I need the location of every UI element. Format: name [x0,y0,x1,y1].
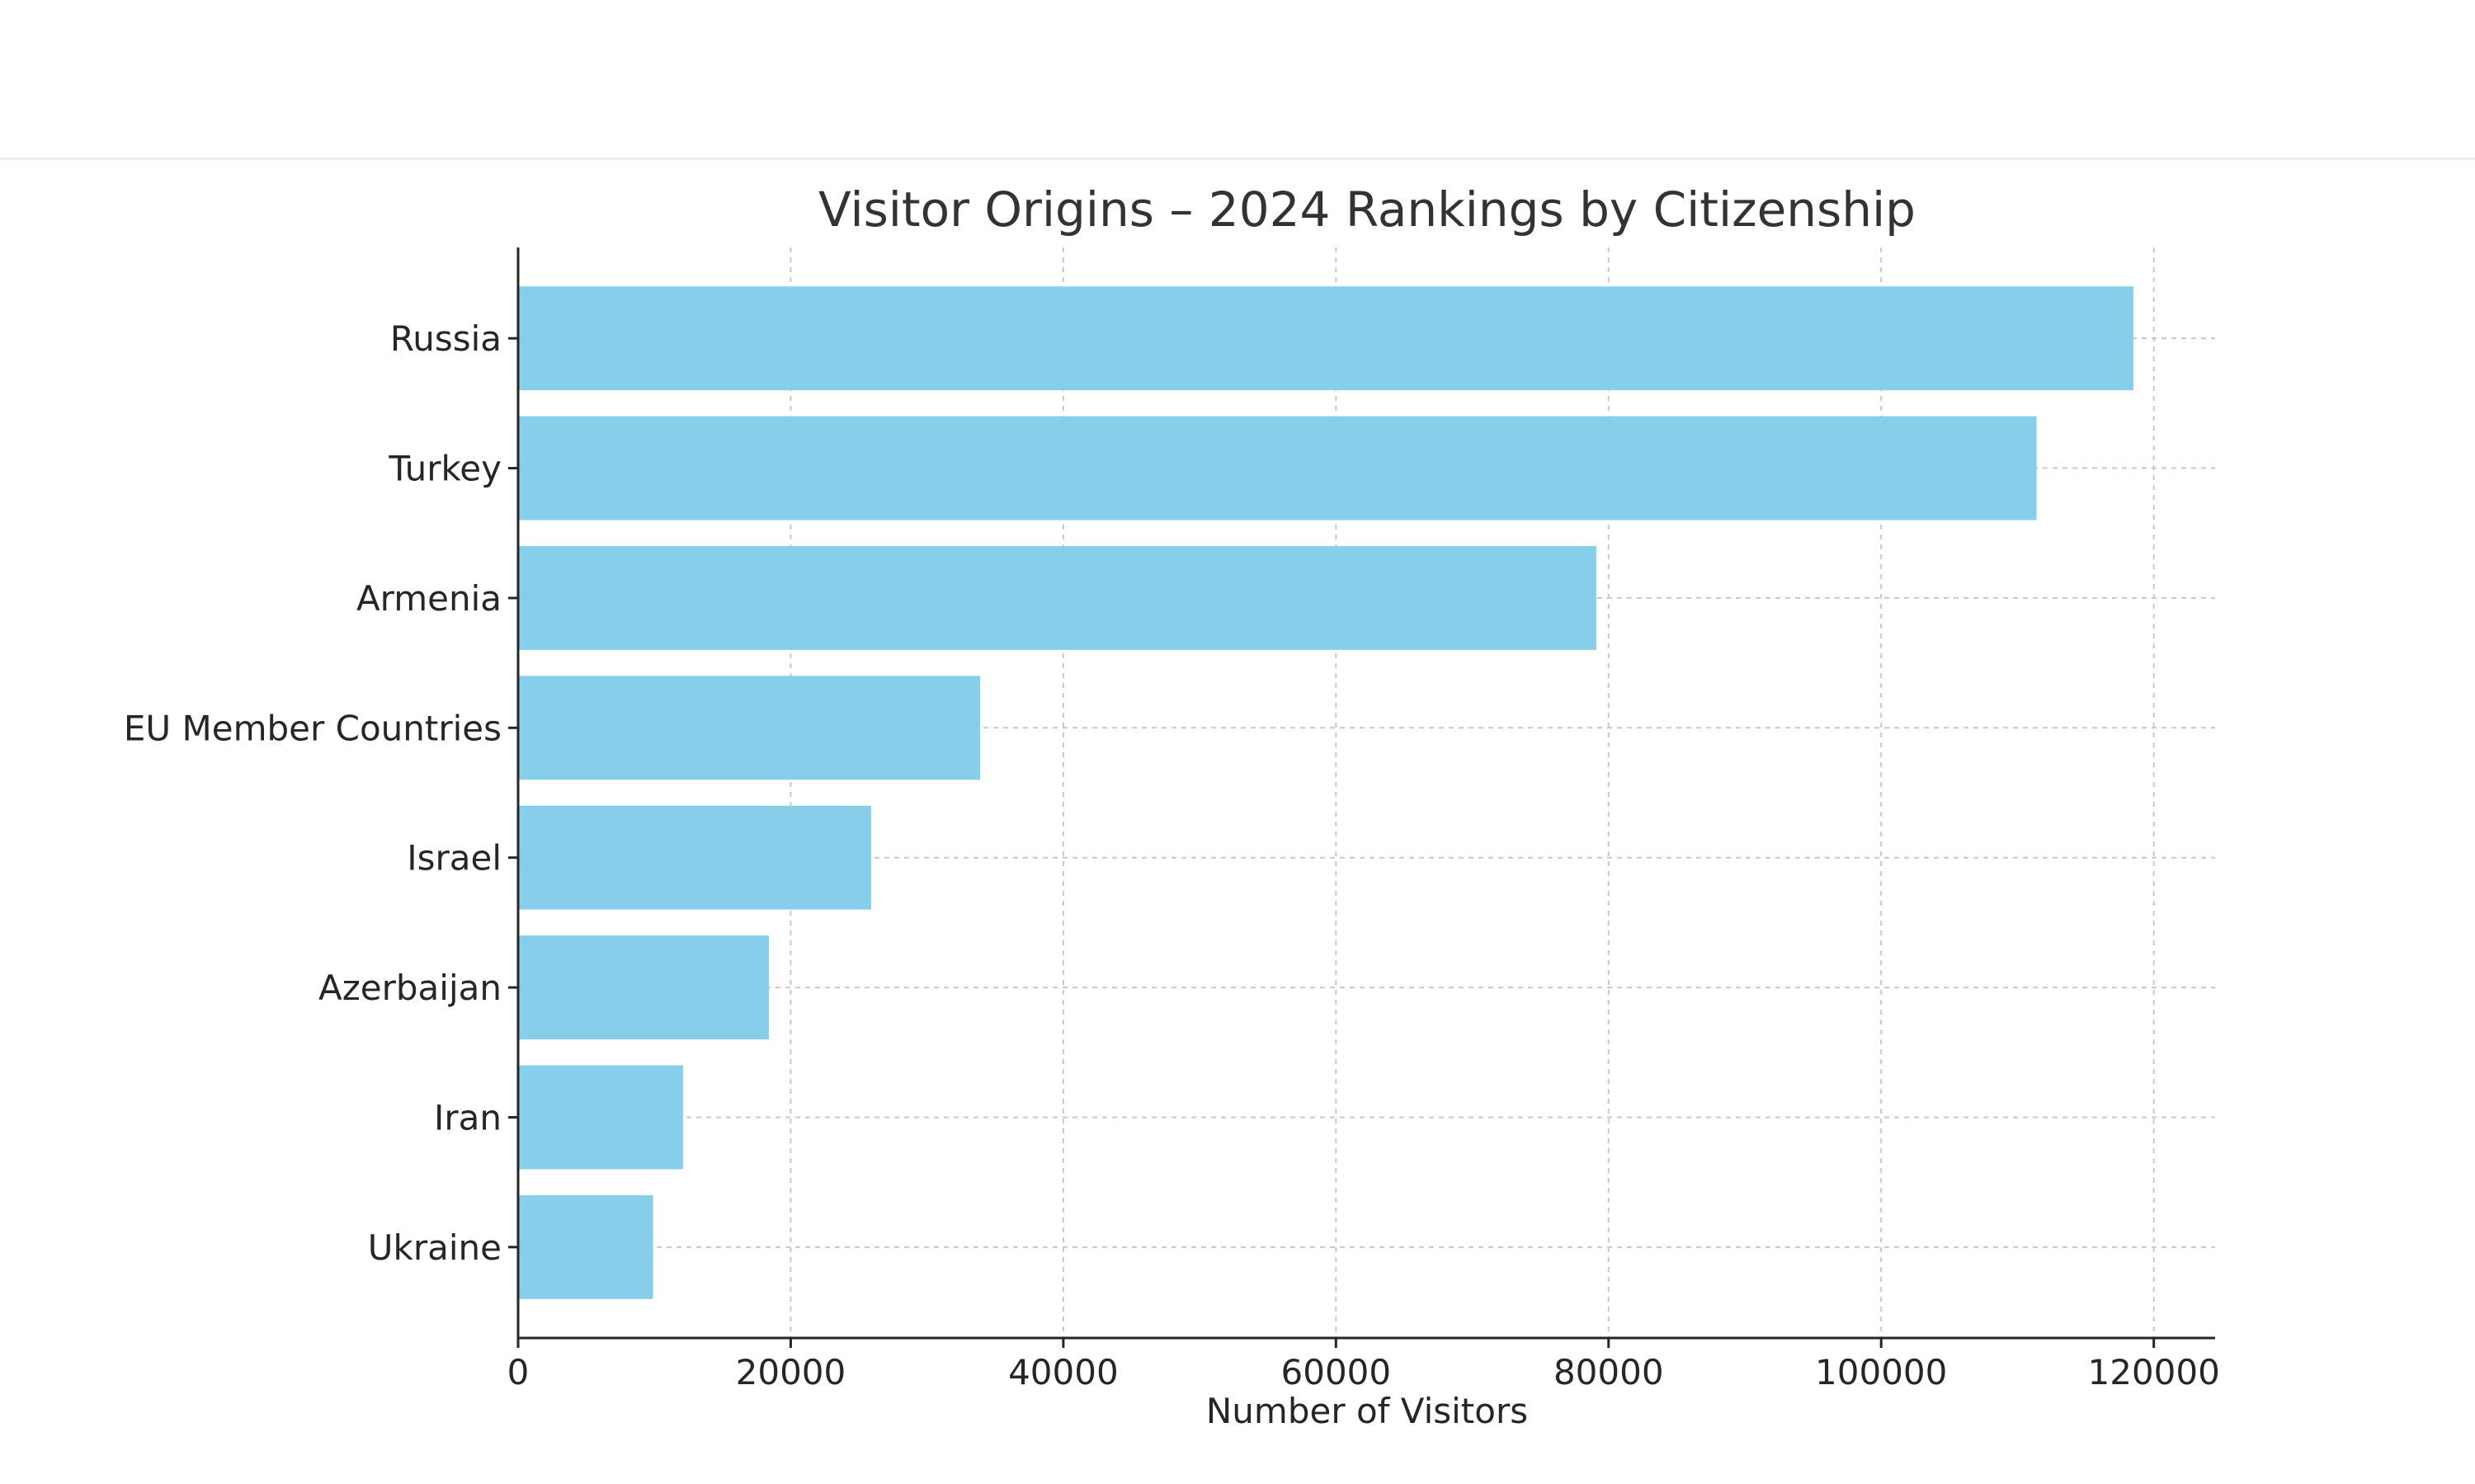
bar-eu-member-countries [518,676,981,780]
bar-armenia [518,545,1596,650]
y-tick-label: Azerbaijan [318,968,502,1008]
x-tick-label: 40000 [1008,1352,1119,1392]
x-tick-label: 20000 [736,1352,846,1392]
y-tick-label: Iran [434,1097,502,1138]
x-tick-label: 80000 [1553,1352,1664,1392]
axes [508,247,2215,1348]
y-tick-label: Turkey [388,449,502,489]
y-tick-label: Israel [407,838,502,879]
bar-russia [518,286,2133,391]
y-tick-label: Armenia [356,578,502,619]
bar-ukraine [518,1194,653,1299]
bar-iran [518,1065,683,1170]
y-tick-label: EU Member Countries [124,708,502,748]
y-tick-label: Ukraine [368,1227,502,1268]
x-axis-label: Number of Visitors [1206,1391,1528,1431]
chart-title: Visitor Origins – 2024 Rankings by Citiz… [818,181,1916,238]
y-tick-labels: Russia Turkey Armenia EU Member Countries Is… [124,318,502,1268]
x-tick-label: 0 [507,1352,530,1392]
x-tick-label: 100000 [1815,1352,1947,1392]
x-tick-label: 120000 [2087,1352,2219,1392]
x-tick-label: 60000 [1281,1352,1392,1392]
grid-lines [517,247,2215,1338]
bars [518,286,2133,1299]
top-divider [0,158,2475,160]
bar-israel [518,805,871,910]
bar-turkey [518,416,2037,521]
bar-azerbaijan [518,935,770,1040]
y-tick-label: Russia [390,318,502,359]
x-tick-labels: 0 20000 40000 60000 80000 100000 120000 [507,1352,2220,1392]
